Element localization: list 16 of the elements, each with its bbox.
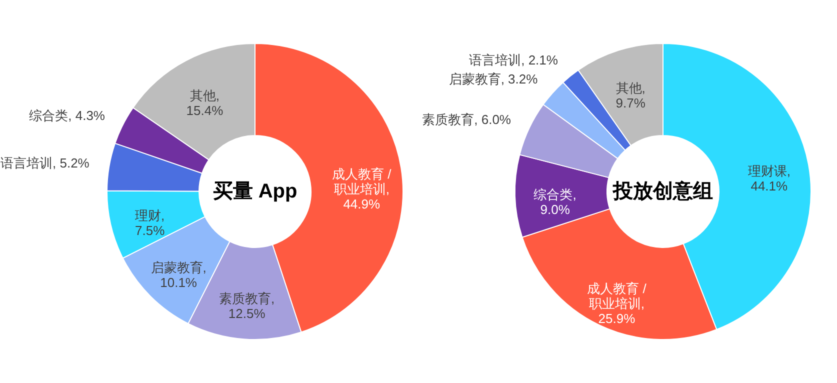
slice-label: 综合类, 9.0%	[534, 186, 576, 217]
slice-label: 理财, 7.5%	[135, 208, 166, 238]
slice-label: 理财课, 44.1%	[748, 164, 790, 194]
slice-label: 其他, 15.4%	[186, 88, 224, 118]
slice-label: 语言培训, 2.1%	[469, 52, 558, 68]
slice-label: 素质教育, 6.0%	[422, 112, 512, 127]
slice-label: 素质教育, 12.5%	[219, 291, 275, 322]
slice-label: 综合类, 4.3%	[29, 108, 106, 123]
slice-label: 成人教育 / 职业培训, 44.9%	[332, 166, 392, 212]
slice-label: 启蒙教育, 3.2%	[448, 72, 538, 87]
slice-label: 其他, 9.7%	[616, 80, 646, 110]
slice-label: 语言培训, 5.2%	[0, 155, 90, 170]
slice-label: 启蒙教育, 10.1%	[150, 260, 206, 290]
text: 买量 App	[212, 180, 298, 202]
slice-label: 成人教育 / 职业培训, 25.9%	[587, 281, 647, 326]
text: 投放创意组	[612, 180, 713, 202]
